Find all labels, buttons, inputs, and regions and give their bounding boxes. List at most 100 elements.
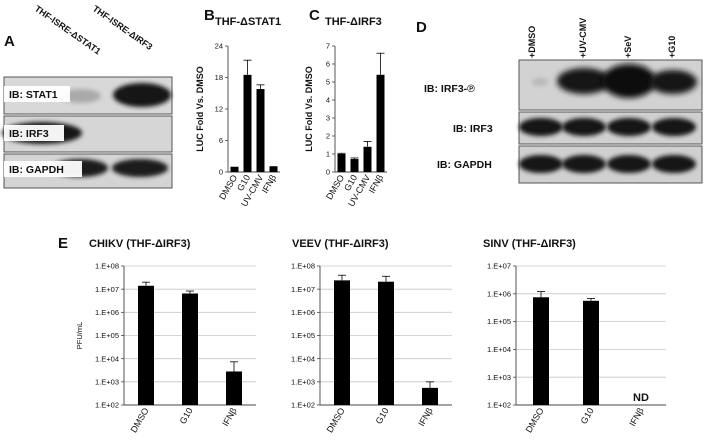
blot-label-gapdh-d: IB: GAPDH — [437, 159, 492, 171]
chart-title: THF-ΔIRF3 — [325, 16, 382, 28]
y-tick-label: 1.E+06 — [291, 308, 315, 317]
x-tick-label: IFNβ — [260, 173, 279, 195]
y-tick-label: 1 — [326, 150, 330, 159]
y-tick-label: 1.E+03 — [487, 373, 511, 382]
blot-label-gapdh: IB: GAPDH — [9, 164, 64, 176]
band-irf3-sev — [607, 118, 651, 136]
lane-label-sev: +SeV — [623, 36, 633, 58]
y-tick-label: 1.E+05 — [95, 331, 119, 340]
chart-e-chikv: CHIKV (THF-ΔIRF3) PFU/mL 1.E+02 1.E+03 1.E+0… — [75, 238, 256, 434]
x-tick-label: IFNβ — [627, 406, 646, 428]
x-tick-label: IFNβ — [416, 406, 435, 428]
band-irf3-uvcmv — [562, 118, 606, 136]
panel-label-a: A — [4, 33, 15, 50]
panel-label-d: D — [416, 19, 427, 36]
y-tick-label: 1.E+05 — [487, 317, 511, 326]
y-tick-label: 0 — [326, 168, 330, 177]
x-tick-label: G10 — [374, 406, 391, 426]
lane-label-uv-cmv: +UV-CMV — [578, 18, 588, 58]
bar-annotation: ND — [633, 392, 649, 404]
bar-dmso — [334, 280, 350, 405]
bar-g10 — [243, 74, 252, 172]
bar-g10 — [182, 293, 198, 405]
y-tick-label: 1.E+03 — [95, 377, 119, 386]
y-tick-label: 1.E+05 — [291, 331, 315, 340]
y-tick-label: 1.E+04 — [95, 354, 119, 363]
band-irf3p-sev — [602, 64, 656, 98]
y-axis-label: LUC Fold Vs. DMSO — [304, 66, 314, 152]
panel-label-c: C — [309, 7, 320, 24]
y-tick-label: 6 — [219, 136, 223, 145]
lane-label-dmso: +DMSO — [527, 26, 537, 58]
band-irf3-dmso — [519, 118, 563, 136]
x-tick-label: IFNβ — [220, 406, 239, 428]
band-irf3-g10 — [652, 118, 696, 136]
band-irf3p-uvcmv — [557, 68, 611, 94]
band-gapdh-lane2 — [112, 159, 168, 177]
y-tick-label: 1.E+04 — [487, 345, 511, 354]
band-irf3p-dmso — [532, 78, 548, 86]
blot-label-irf3: IB: IRF3 — [9, 128, 49, 140]
bar-g10 — [583, 300, 599, 405]
chart-title: VEEV (THF-ΔIRF3) — [292, 238, 389, 250]
y-tick-label: 1.E+07 — [291, 285, 315, 294]
lane-label-delta-irf3: THF-ISRE-ΔIRF3 — [91, 3, 154, 52]
y-tick-label: 1.E+08 — [95, 262, 119, 271]
y-tick-label: 1.E+04 — [291, 354, 315, 363]
blot-label-irf3p: IB: IRF3-℗ — [424, 83, 475, 95]
blot-label-irf3-d: IB: IRF3 — [453, 123, 493, 135]
panel-label-e: E — [58, 235, 68, 252]
y-tick-label: 1.E+07 — [487, 262, 511, 271]
band-gapdh-sev — [607, 155, 651, 173]
panel-label-b: B — [204, 7, 215, 24]
bar-ifnβ — [269, 166, 278, 172]
y-axis-label: PFU/mL — [75, 322, 84, 350]
band-stat1-lane2 — [113, 83, 171, 107]
lane-label-g10: +G10 — [667, 36, 677, 58]
y-tick-label: 1.E+02 — [291, 401, 315, 410]
x-tick-label: G10 — [579, 406, 596, 426]
y-tick-label: 1.E+08 — [291, 262, 315, 271]
bar-dmso — [533, 297, 549, 405]
y-axis-label: LUC Fold Vs. DMSO — [195, 66, 205, 152]
y-tick-label: 2 — [326, 132, 330, 141]
bar-uv-cmv — [363, 146, 372, 172]
panel-a: THF-ISRE-ΔSTAT1 THF-ISRE-ΔIRF3 IB: STAT1… — [2, 3, 173, 189]
band-gapdh-dmso — [519, 155, 563, 173]
band-gapdh-uvcmv — [562, 155, 606, 173]
bar-ifnβ — [226, 371, 242, 405]
band-stat1-lane1 — [61, 89, 101, 103]
y-tick-label: 4 — [326, 96, 330, 105]
y-tick-label: 1.E+02 — [487, 401, 511, 410]
x-tick-label: DMSO — [129, 406, 151, 434]
bar-ifnβ — [376, 74, 385, 172]
bar-g10 — [350, 159, 359, 172]
y-tick-label: 18 — [215, 73, 223, 82]
y-tick-label: 1.E+07 — [95, 285, 119, 294]
y-tick-label: 24 — [215, 42, 223, 51]
y-tick-label: 0 — [219, 168, 223, 177]
chart-e-veev: VEEV (THF-ΔIRF3) 1.E+02 1.E+03 1.E+04 1.E+05… — [291, 238, 452, 434]
y-tick-label: 5 — [326, 78, 330, 87]
bar-dmso — [138, 285, 154, 405]
y-tick-label: 6 — [326, 60, 330, 69]
panel-d: +DMSO +UV-CMV +SeV +G10 IB: IRF3-℗ IB: I… — [424, 18, 703, 184]
blot-label-stat1: IB: STAT1 — [9, 89, 58, 101]
chart-title: THF-ΔSTAT1 — [215, 16, 281, 28]
y-tick-label: 1.E+06 — [487, 289, 511, 298]
y-tick-label: 1.E+02 — [95, 401, 119, 410]
chart-title: CHIKV (THF-ΔIRF3) — [89, 238, 191, 250]
chart-title: SINV (THF-ΔIRF3) — [483, 238, 576, 250]
y-tick-label: 1.E+06 — [95, 308, 119, 317]
y-tick-label: 7 — [326, 42, 330, 51]
bar-g10 — [378, 281, 394, 405]
x-tick-label: DMSO — [524, 406, 546, 434]
bar-uv-cmv — [256, 89, 265, 172]
x-tick-label: IFNβ — [367, 173, 386, 195]
chart-e-sinv: SINV (THF-ΔIRF3) 1.E+02 1.E+03 1.E+04 1.E+05… — [483, 238, 666, 434]
band-gapdh-g10 — [652, 155, 696, 173]
band-irf3p-g10 — [649, 70, 697, 94]
